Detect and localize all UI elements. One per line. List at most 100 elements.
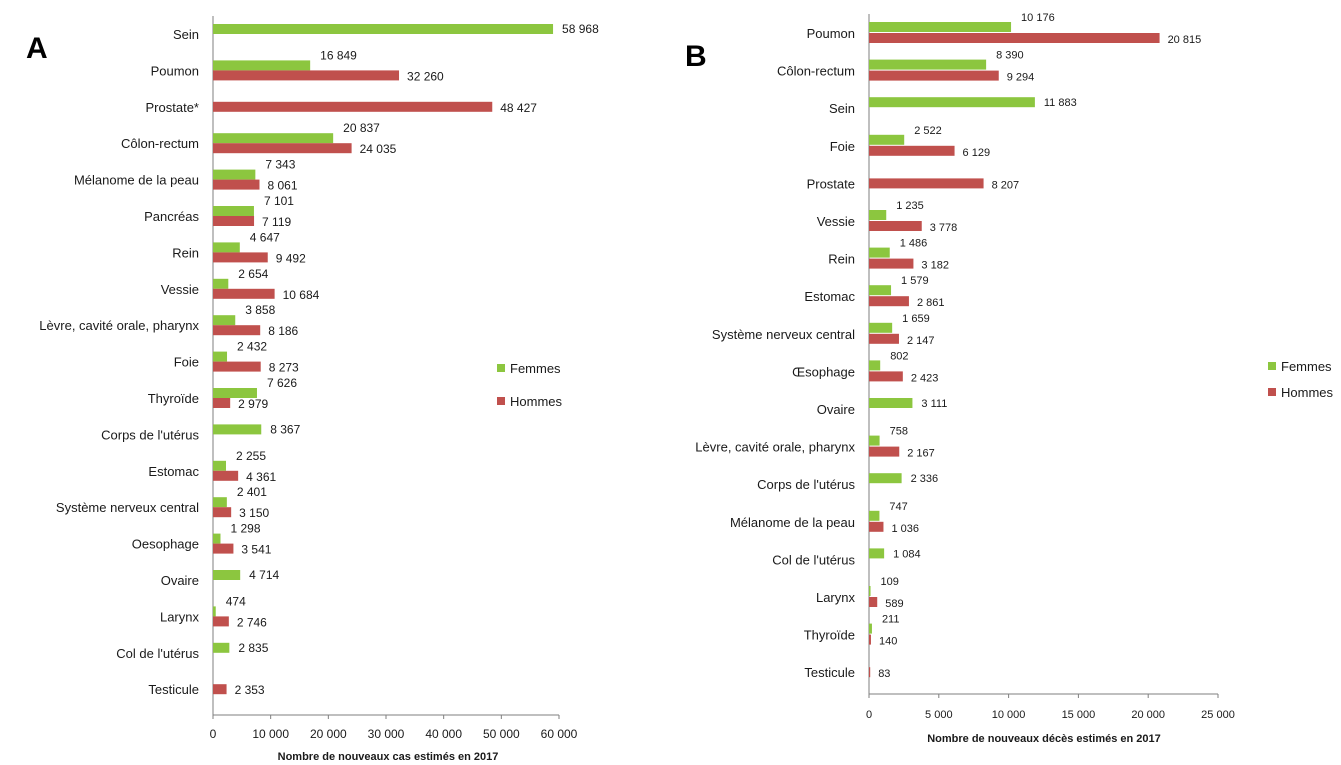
chart-b-category-label: Ovaire (817, 402, 855, 417)
chart-b-category-label: Corps de l'utérus (757, 477, 855, 492)
chart-a-data-label-femmes: 20 837 (343, 121, 380, 135)
chart-a-bar-femmes (213, 133, 334, 144)
chart-a-category-label: Pancréas (144, 209, 199, 224)
chart-a-bar-hommes (213, 70, 400, 81)
chart-a-data-label-hommes: 2 746 (237, 615, 267, 629)
chart-b-bar-femmes (869, 22, 1012, 32)
chart-a-category-label: Estomac (148, 464, 199, 479)
chart-a-bar-hommes (213, 325, 261, 336)
chart-b-bar-hommes (869, 597, 878, 607)
chart-b-data-label-hommes: 3 778 (930, 222, 958, 234)
chart-b-x-tick-label: 20 000 (1131, 709, 1165, 721)
chart-b-data-label-hommes: 3 182 (921, 260, 949, 272)
chart-b-x-tick-label: 15 000 (1062, 709, 1096, 721)
chart-b-data-label-hommes: 2 861 (917, 297, 945, 309)
chart-a-data-label-femmes: 4 647 (250, 230, 280, 244)
chart-b-bar-femmes (869, 97, 1035, 108)
chart-b-data-label-femmes: 8 390 (996, 50, 1024, 62)
chart-a-data-label-hommes: 3 150 (239, 506, 269, 520)
chart-b-data-label-femmes: 1 486 (900, 238, 928, 250)
chart-b-bar-femmes (869, 435, 880, 446)
chart-b-data-label-hommes: 589 (885, 598, 903, 610)
chart-b-bar-femmes (869, 473, 902, 484)
chart-b-category-label: Thyroïde (804, 628, 855, 643)
chart-a-data-label-hommes: 8 186 (268, 324, 298, 338)
chart-b-data-label-femmes: 747 (889, 501, 907, 513)
chart-a-bar-hommes (213, 179, 260, 190)
chart-b-bar-hommes (869, 521, 884, 532)
chart-a-bar-hommes (213, 361, 261, 372)
chart-a-data-label-femmes: 1 298 (230, 522, 260, 536)
chart-b-legend-swatch-femmes (1268, 362, 1276, 370)
chart-b-category-label: Système nerveux central (712, 327, 855, 342)
chart-b-bar-hommes (869, 667, 871, 678)
chart-b-bar-femmes (869, 285, 892, 296)
chart-b-data-label-femmes: 1 084 (893, 548, 921, 560)
chart-a-category-label: Rein (172, 245, 199, 260)
chart-a-bar-femmes (213, 460, 227, 471)
chart-a-category-label: Testicule (148, 682, 199, 697)
chart-b-data-label-hommes: 83 (878, 668, 890, 680)
chart-a-legend-label-femmes: Femmes (510, 361, 561, 376)
chart-b-bar-hommes (869, 178, 984, 189)
chart-a-category-label: Larynx (160, 609, 200, 624)
chart-b-data-label-femmes: 1 579 (901, 275, 929, 287)
chart-a-bar-femmes (213, 242, 240, 253)
chart-a-bar-hommes (213, 216, 255, 226)
chart-a-bar-hommes (213, 616, 229, 627)
chart-b-data-label-hommes: 2 423 (911, 372, 939, 384)
chart-a-bar-femmes (213, 315, 236, 326)
chart-a-category-label: Lèvre, cavité orale, pharynx (39, 318, 199, 333)
chart-a-data-label-femmes: 58 968 (562, 22, 599, 36)
chart-a-data-label-hommes: 48 427 (500, 101, 537, 115)
chart-a-data-label-hommes: 7 119 (262, 215, 291, 229)
chart-b-data-label-hommes: 20 815 (1168, 34, 1202, 46)
chart-b-category-label: Œsophage (792, 364, 855, 379)
chart-a-data-label-hommes: 32 260 (407, 69, 444, 83)
panel-b-letter: B (685, 40, 707, 73)
chart-b-bar-femmes (869, 398, 913, 408)
chart-a-category-label: Col de l'utérus (116, 646, 199, 661)
chart-b-bar-hommes (869, 145, 955, 156)
chart-b-data-label-hommes: 2 147 (907, 335, 935, 347)
chart-b-bar-femmes (869, 134, 905, 145)
chart-a-data-label-femmes: 2 255 (236, 449, 266, 463)
chart-a-bar-hommes (213, 143, 352, 154)
chart-b-x-tick-label: 5 000 (925, 709, 953, 721)
chart-b-data-label-hommes: 9 294 (1007, 72, 1035, 84)
chart-b-data-label-femmes: 758 (890, 426, 908, 438)
chart-a-bar-femmes (213, 606, 216, 617)
chart-a-data-label-hommes: 10 684 (283, 288, 320, 302)
chart-a-x-tick-label: 20 000 (310, 727, 347, 741)
chart-a-data-label-femmes: 474 (226, 594, 246, 608)
chart-a-bar-hommes (213, 398, 231, 408)
chart-b-data-label-hommes: 6 129 (963, 147, 991, 159)
chart-a-category-label: Oesophage (132, 537, 199, 552)
chart-a-data-label-femmes: 7 343 (265, 158, 295, 172)
chart-a-data-label-hommes: 4 361 (246, 470, 276, 484)
chart-b-x-tick-label: 10 000 (992, 709, 1026, 721)
chart-b-data-label-femmes: 2 336 (911, 473, 939, 485)
chart-b-category-label: Rein (828, 252, 855, 267)
chart-b-category-label: Testicule (804, 665, 855, 680)
chart-a-category-label: Vessie (161, 282, 199, 297)
chart-b-data-label-femmes: 1 659 (902, 313, 930, 325)
chart-a-bar-femmes (213, 533, 221, 544)
chart-b-bar-femmes (869, 360, 881, 371)
chart-b-category-label: Estomac (804, 289, 855, 304)
chart-b-bar-femmes (869, 247, 890, 258)
chart-a-x-axis-label: Nombre de nouveaux cas estimés en 2017 (278, 751, 499, 763)
chart-a-bar-femmes (213, 278, 229, 289)
chart-b-data-label-femmes: 109 (881, 576, 899, 588)
chart-a-bar-hommes (213, 101, 493, 112)
chart-b-category-label: Vessie (817, 214, 855, 229)
chart-b-data-label-femmes: 3 111 (921, 398, 947, 410)
chart-b-category-label: Sein (829, 101, 855, 116)
chart-a-category-label: Ovaire (161, 573, 199, 588)
chart-a-category-label: Prostate* (146, 100, 199, 115)
chart-a-category-label: Thyroïde (148, 391, 199, 406)
panel-a-letter: A (26, 32, 48, 65)
chart-b-data-label-hommes: 140 (879, 636, 897, 648)
chart-a-bar-femmes (213, 351, 228, 362)
chart-b-bar-femmes (869, 586, 871, 596)
